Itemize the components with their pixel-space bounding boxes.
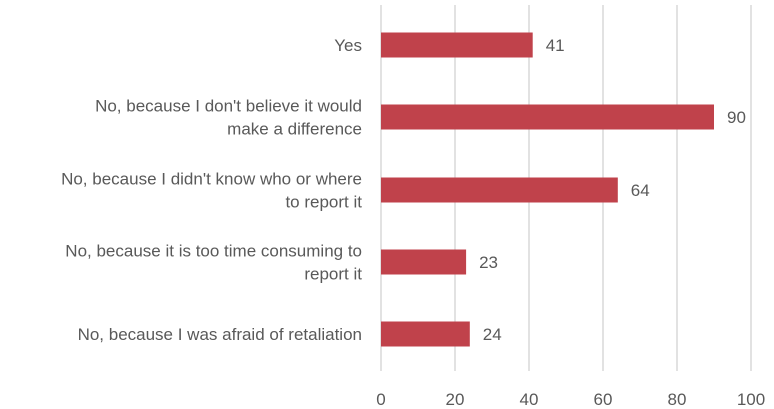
category-label-line: No, because I didn't know who or where [61, 170, 362, 189]
bar [381, 104, 714, 130]
category-label: No, because I don't believe it would make… [95, 97, 362, 139]
category-label-line: make a difference [227, 120, 362, 139]
category-label-line: No, because I don't believe it would [95, 97, 362, 116]
data-label: 23 [479, 253, 498, 272]
data-label: 24 [483, 325, 502, 344]
data-label: 90 [727, 108, 746, 127]
category-label-line: to report it [285, 193, 362, 212]
x-axis-ticks: 0 20 40 60 80 100 [376, 390, 765, 409]
bars [381, 32, 714, 347]
category-label: Yes [334, 36, 362, 55]
category-label-line: Yes [334, 36, 362, 55]
bar [381, 177, 618, 203]
x-tick-label: 100 [737, 390, 765, 409]
data-label: 64 [631, 181, 650, 200]
bar [381, 321, 470, 347]
bar [381, 249, 467, 275]
category-label-line: No, because I was afraid of retaliation [78, 325, 362, 344]
data-labels: 41 90 64 23 24 [479, 36, 746, 344]
x-tick-label: 20 [446, 390, 465, 409]
category-label: No, because it is too time consuming to r… [65, 242, 362, 284]
x-tick-label: 40 [520, 390, 539, 409]
x-tick-label: 80 [668, 390, 687, 409]
category-label-line: report it [304, 265, 362, 284]
category-labels: Yes No, because I don't believe it would m… [61, 36, 362, 344]
x-tick-label: 60 [594, 390, 613, 409]
category-label-line: No, because it is too time consuming to [65, 242, 362, 261]
bar [381, 32, 533, 58]
data-label: 41 [546, 36, 565, 55]
category-label: No, because I didn't know who or where to… [61, 170, 362, 212]
x-tick-label: 0 [376, 390, 385, 409]
category-label: No, because I was afraid of retaliation [78, 325, 362, 344]
